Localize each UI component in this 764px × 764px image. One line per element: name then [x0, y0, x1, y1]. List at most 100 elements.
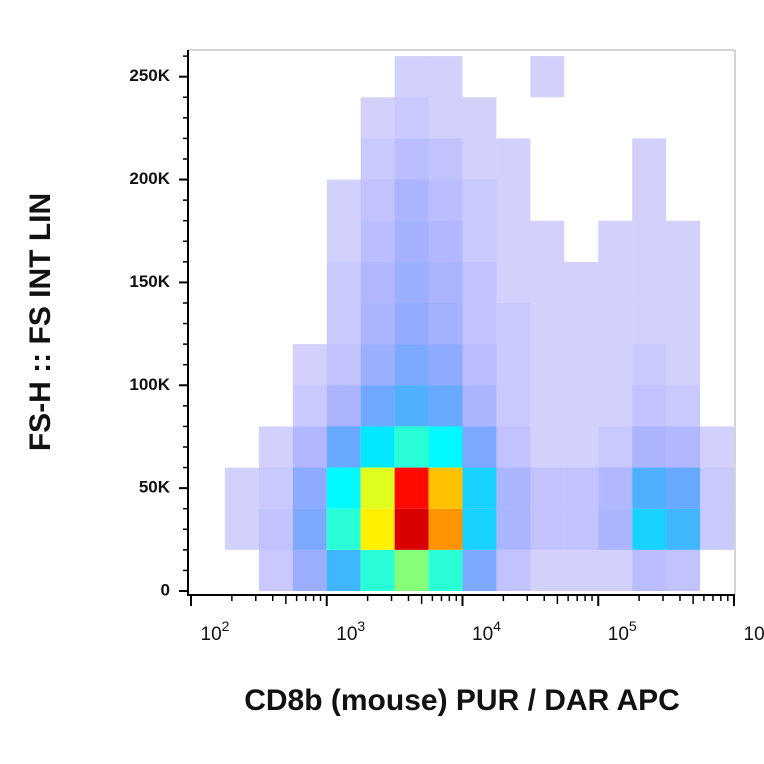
density-cell [496, 138, 531, 180]
density-cell [428, 97, 463, 139]
x-tick-exponent: 4 [493, 618, 501, 634]
density-cell [598, 508, 633, 550]
density-cell [496, 344, 531, 386]
density-cell [394, 426, 429, 468]
density-cell [632, 138, 667, 180]
density-cell [496, 179, 531, 221]
density-cell [462, 261, 497, 303]
density-cell [462, 385, 497, 427]
x-tick-label: 103 [336, 618, 365, 645]
density-cell [462, 179, 497, 221]
density-cell [360, 344, 395, 386]
density-cell [462, 426, 497, 468]
y-tick-label: 250K [129, 66, 170, 85]
x-tick-base: 10 [744, 624, 764, 645]
x-tick-base: 10 [608, 624, 629, 645]
density-cell [360, 467, 395, 509]
y-axis-title: FS-H :: FS INT LIN [24, 193, 57, 451]
density-cell [564, 426, 599, 468]
density-cell [632, 302, 667, 345]
density-cell [496, 220, 531, 262]
density-cell [530, 261, 565, 303]
density-cell [666, 220, 701, 262]
density-cell [666, 344, 701, 386]
density-cell [428, 261, 463, 303]
density-cell [394, 508, 429, 550]
density-cell [598, 302, 633, 345]
density-cell [428, 549, 463, 591]
density-cells [224, 56, 734, 591]
density-cell [530, 302, 565, 345]
density-cell [292, 549, 327, 591]
density-cell [598, 467, 633, 509]
x-tick-label: 105 [608, 618, 637, 645]
density-cell [598, 385, 633, 427]
x-tick-exponent: 5 [629, 618, 637, 634]
density-cell [530, 549, 565, 591]
density-cell [462, 549, 497, 591]
density-cell [666, 261, 701, 303]
density-cell [598, 344, 633, 386]
density-cell [530, 467, 565, 509]
density-cell [462, 220, 497, 262]
density-cell [598, 549, 633, 591]
density-cell [326, 261, 361, 303]
density-cell [564, 467, 599, 509]
density-cell [428, 385, 463, 427]
x-tick-exponent: 2 [222, 618, 230, 634]
density-cell [530, 56, 565, 98]
density-cell [394, 220, 429, 262]
density-cell [700, 467, 734, 509]
density-cell [258, 426, 293, 468]
density-cell [360, 220, 395, 262]
density-cell [428, 508, 463, 550]
density-cell [258, 467, 293, 509]
density-cell [394, 138, 429, 180]
density-cell [598, 261, 633, 303]
x-tick-base: 10 [201, 624, 222, 645]
density-cell [462, 344, 497, 386]
density-cell [360, 179, 395, 221]
x-tick-label: 104 [472, 618, 501, 645]
density-cell [224, 508, 259, 550]
density-cell [360, 549, 395, 591]
density-cell [326, 426, 361, 468]
density-cell [666, 302, 701, 345]
density-cell [292, 467, 327, 509]
x-tick-label: 102 [201, 618, 230, 645]
density-cell [428, 138, 463, 180]
density-cell [360, 426, 395, 468]
density-cell [598, 426, 633, 468]
density-cell [326, 508, 361, 550]
density-cell [666, 467, 701, 509]
density-cell [564, 385, 599, 427]
density-cell [428, 220, 463, 262]
density-cell [360, 138, 395, 180]
density-cell [632, 179, 667, 221]
density-cell [496, 508, 531, 550]
density-cell [326, 549, 361, 591]
y-tick-label: 50K [139, 478, 171, 497]
density-cell [666, 426, 701, 468]
density-cell [496, 385, 531, 427]
density-cell [632, 220, 667, 262]
density-cell [428, 467, 463, 509]
density-cell [564, 508, 599, 550]
density-cell [394, 261, 429, 303]
density-cell [394, 344, 429, 386]
density-cell [462, 508, 497, 550]
density-cell [292, 385, 327, 427]
density-cell [700, 426, 734, 468]
y-tick-label: 0 [161, 580, 170, 599]
density-cell [428, 426, 463, 468]
density-cell [394, 97, 429, 139]
density-cell [666, 385, 701, 427]
density-cell [258, 508, 293, 550]
density-cell [428, 344, 463, 386]
density-cell [326, 179, 361, 221]
density-cell [632, 549, 667, 591]
density-cell [292, 508, 327, 550]
density-cell [564, 302, 599, 345]
density-cell [394, 179, 429, 221]
